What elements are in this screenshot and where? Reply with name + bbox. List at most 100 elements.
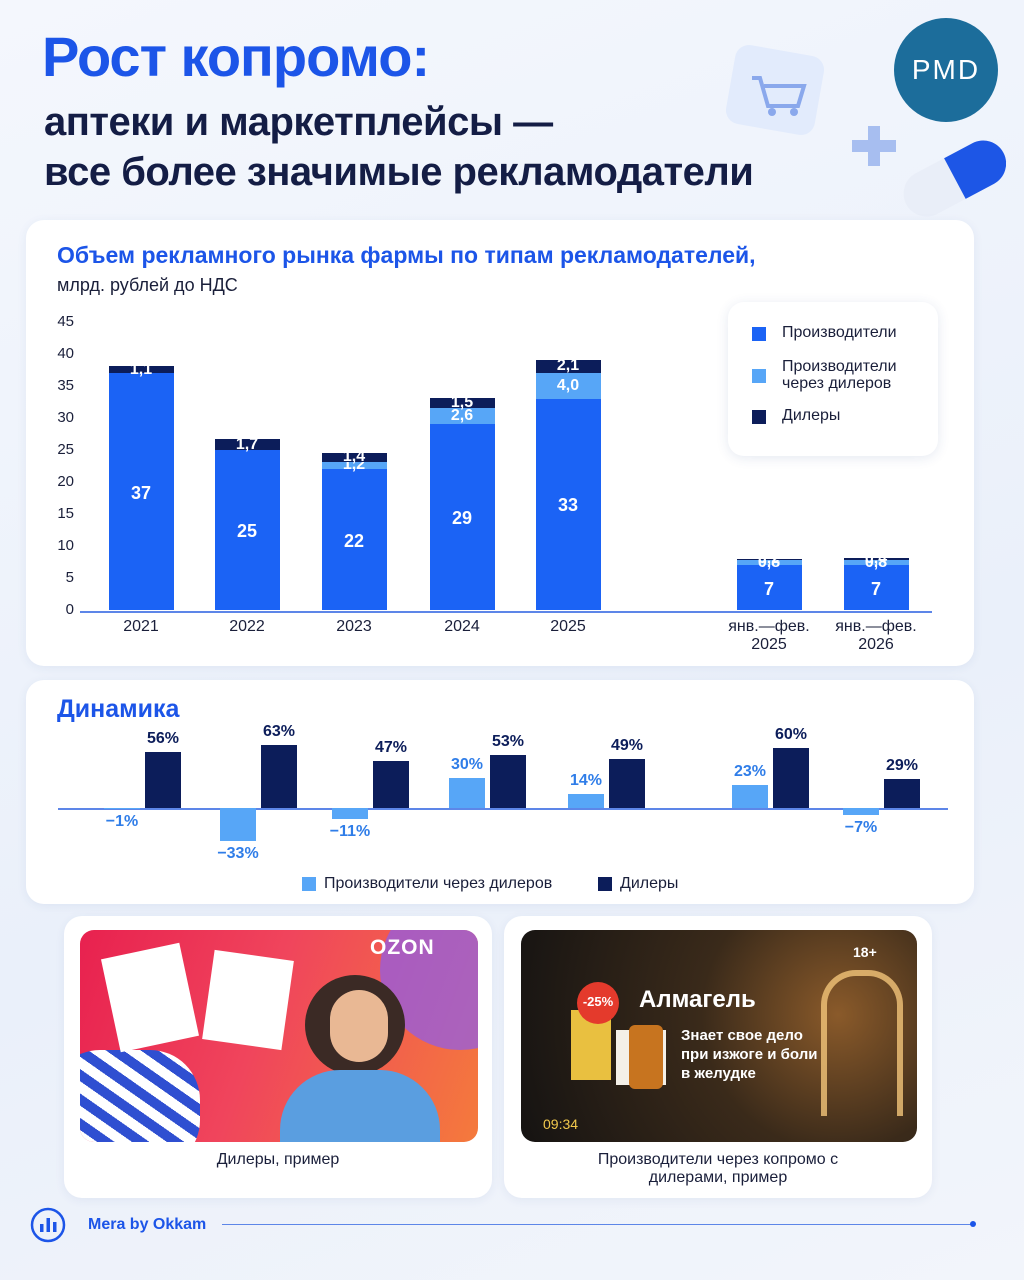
bar-segment — [321, 469, 387, 610]
bar-segment — [108, 373, 174, 610]
legend-swatch — [752, 369, 766, 383]
legend-label: Производители через дилеров — [782, 358, 897, 392]
tagline: Знает свое дело при изжоге и боли в желу… — [681, 1027, 818, 1082]
chart-title: Динамика — [57, 695, 180, 723]
subtitle: все более значимые рекламодатели — [44, 150, 754, 194]
y-tick-label: 45 — [57, 313, 74, 330]
bar-segment — [736, 560, 802, 566]
bar-label: 33 — [557, 495, 579, 516]
bar-label: 1,7 — [235, 435, 259, 453]
bar — [609, 759, 645, 808]
chart-title: Объем рекламного рынка фармы по типам ре… — [57, 242, 756, 268]
bar-label: 47% — [374, 739, 408, 756]
legend-label: Производители через дилеров — [324, 875, 553, 892]
x-tick-label: 2022 — [229, 618, 265, 635]
subtitle: аптеки и маркетплейсы — — [44, 100, 553, 144]
y-tick-label: 30 — [57, 409, 74, 426]
bar-label: 14% — [569, 772, 603, 789]
y-tick-label: 35 — [57, 377, 74, 394]
x-tick-label: 2024 — [444, 618, 480, 635]
decoration — [725, 45, 1007, 217]
legend-swatch — [598, 877, 612, 891]
bar-segment — [108, 366, 174, 374]
discount: -25% — [582, 994, 614, 1009]
bar — [490, 755, 526, 808]
badge — [577, 982, 619, 1024]
decoration — [100, 942, 200, 1053]
x-tick-label: 2023 — [336, 618, 372, 635]
bar — [568, 794, 604, 808]
bar-label: 63% — [262, 723, 296, 740]
bar-label: 1,4 — [342, 448, 366, 466]
bar-segment — [214, 439, 280, 450]
bar-segment — [321, 452, 387, 462]
bar-label: 0,2 — [757, 550, 781, 568]
bar — [884, 779, 920, 808]
bar — [220, 808, 256, 841]
bar-segment — [429, 398, 495, 408]
bar-label: 49% — [610, 737, 644, 754]
bar-segment — [535, 373, 601, 399]
bar-segment — [843, 560, 909, 566]
person — [330, 990, 388, 1062]
footer-dot — [970, 1221, 976, 1227]
caption: Дилеры, пример — [216, 1151, 340, 1168]
bar-segment — [736, 558, 802, 561]
decoration — [821, 970, 903, 1116]
bar-label: 2,6 — [450, 407, 474, 425]
zero-line — [58, 808, 948, 810]
bar-segment — [843, 565, 909, 610]
bar-segment — [321, 461, 387, 470]
example-image: OZON — [80, 930, 478, 1142]
bar-label: 22 — [343, 530, 365, 551]
caption: Производители через копромо с дилерами, … — [597, 1151, 839, 1186]
bar-label: 23% — [733, 763, 767, 780]
bar-label: 7 — [870, 578, 881, 599]
bar-segment — [736, 565, 802, 610]
footer-icon — [30, 1207, 66, 1243]
logo-text: PMD — [911, 54, 981, 85]
source: Mera by Okkam — [88, 1216, 207, 1233]
x-tick-label: янв.—фев. 2025 — [728, 618, 810, 653]
bar-label: −11% — [329, 823, 371, 840]
y-tick-label: 25 — [57, 441, 74, 458]
legend-label: Производители — [782, 324, 897, 341]
bar-segment — [535, 359, 601, 374]
bar-label: 0,4 — [864, 549, 888, 567]
bar — [773, 748, 809, 808]
decoration — [80, 1050, 200, 1142]
x-tick-label: янв.—фев. 2026 — [835, 618, 917, 653]
y-tick-label: 40 — [57, 345, 74, 362]
bar-label: 2,1 — [556, 357, 580, 375]
y-tick-label: 0 — [65, 601, 74, 618]
decoration — [202, 949, 294, 1051]
logo: PMD — [894, 18, 998, 122]
bar-label: 4,0 — [556, 377, 580, 394]
bar-segment — [214, 450, 280, 610]
bar-label: 37 — [130, 482, 152, 503]
bar-label: −33% — [217, 845, 259, 862]
bar — [261, 745, 297, 808]
person — [280, 1070, 440, 1142]
bar-label: 7 — [763, 578, 774, 599]
example-image: -25% Алмагель Знает свое дело при изжоге… — [521, 930, 917, 1142]
bar-label: 29 — [451, 508, 473, 529]
bar-label: 56% — [146, 730, 180, 747]
y-tick-label: 10 — [57, 537, 74, 554]
x-axis — [80, 611, 932, 613]
bar — [373, 761, 409, 808]
bar — [449, 778, 485, 808]
legend-swatch — [752, 327, 766, 341]
bar-label: 0,8 — [757, 553, 781, 571]
product — [629, 1025, 663, 1089]
legend-swatch — [302, 877, 316, 891]
bar — [732, 785, 768, 808]
bar-segment — [429, 424, 495, 610]
x-tick-label: 2021 — [123, 618, 159, 635]
bar — [843, 808, 879, 815]
bar-label: −1% — [105, 813, 139, 830]
bar-segment — [429, 407, 495, 425]
bar — [332, 808, 368, 819]
bar-label: 53% — [491, 733, 525, 750]
